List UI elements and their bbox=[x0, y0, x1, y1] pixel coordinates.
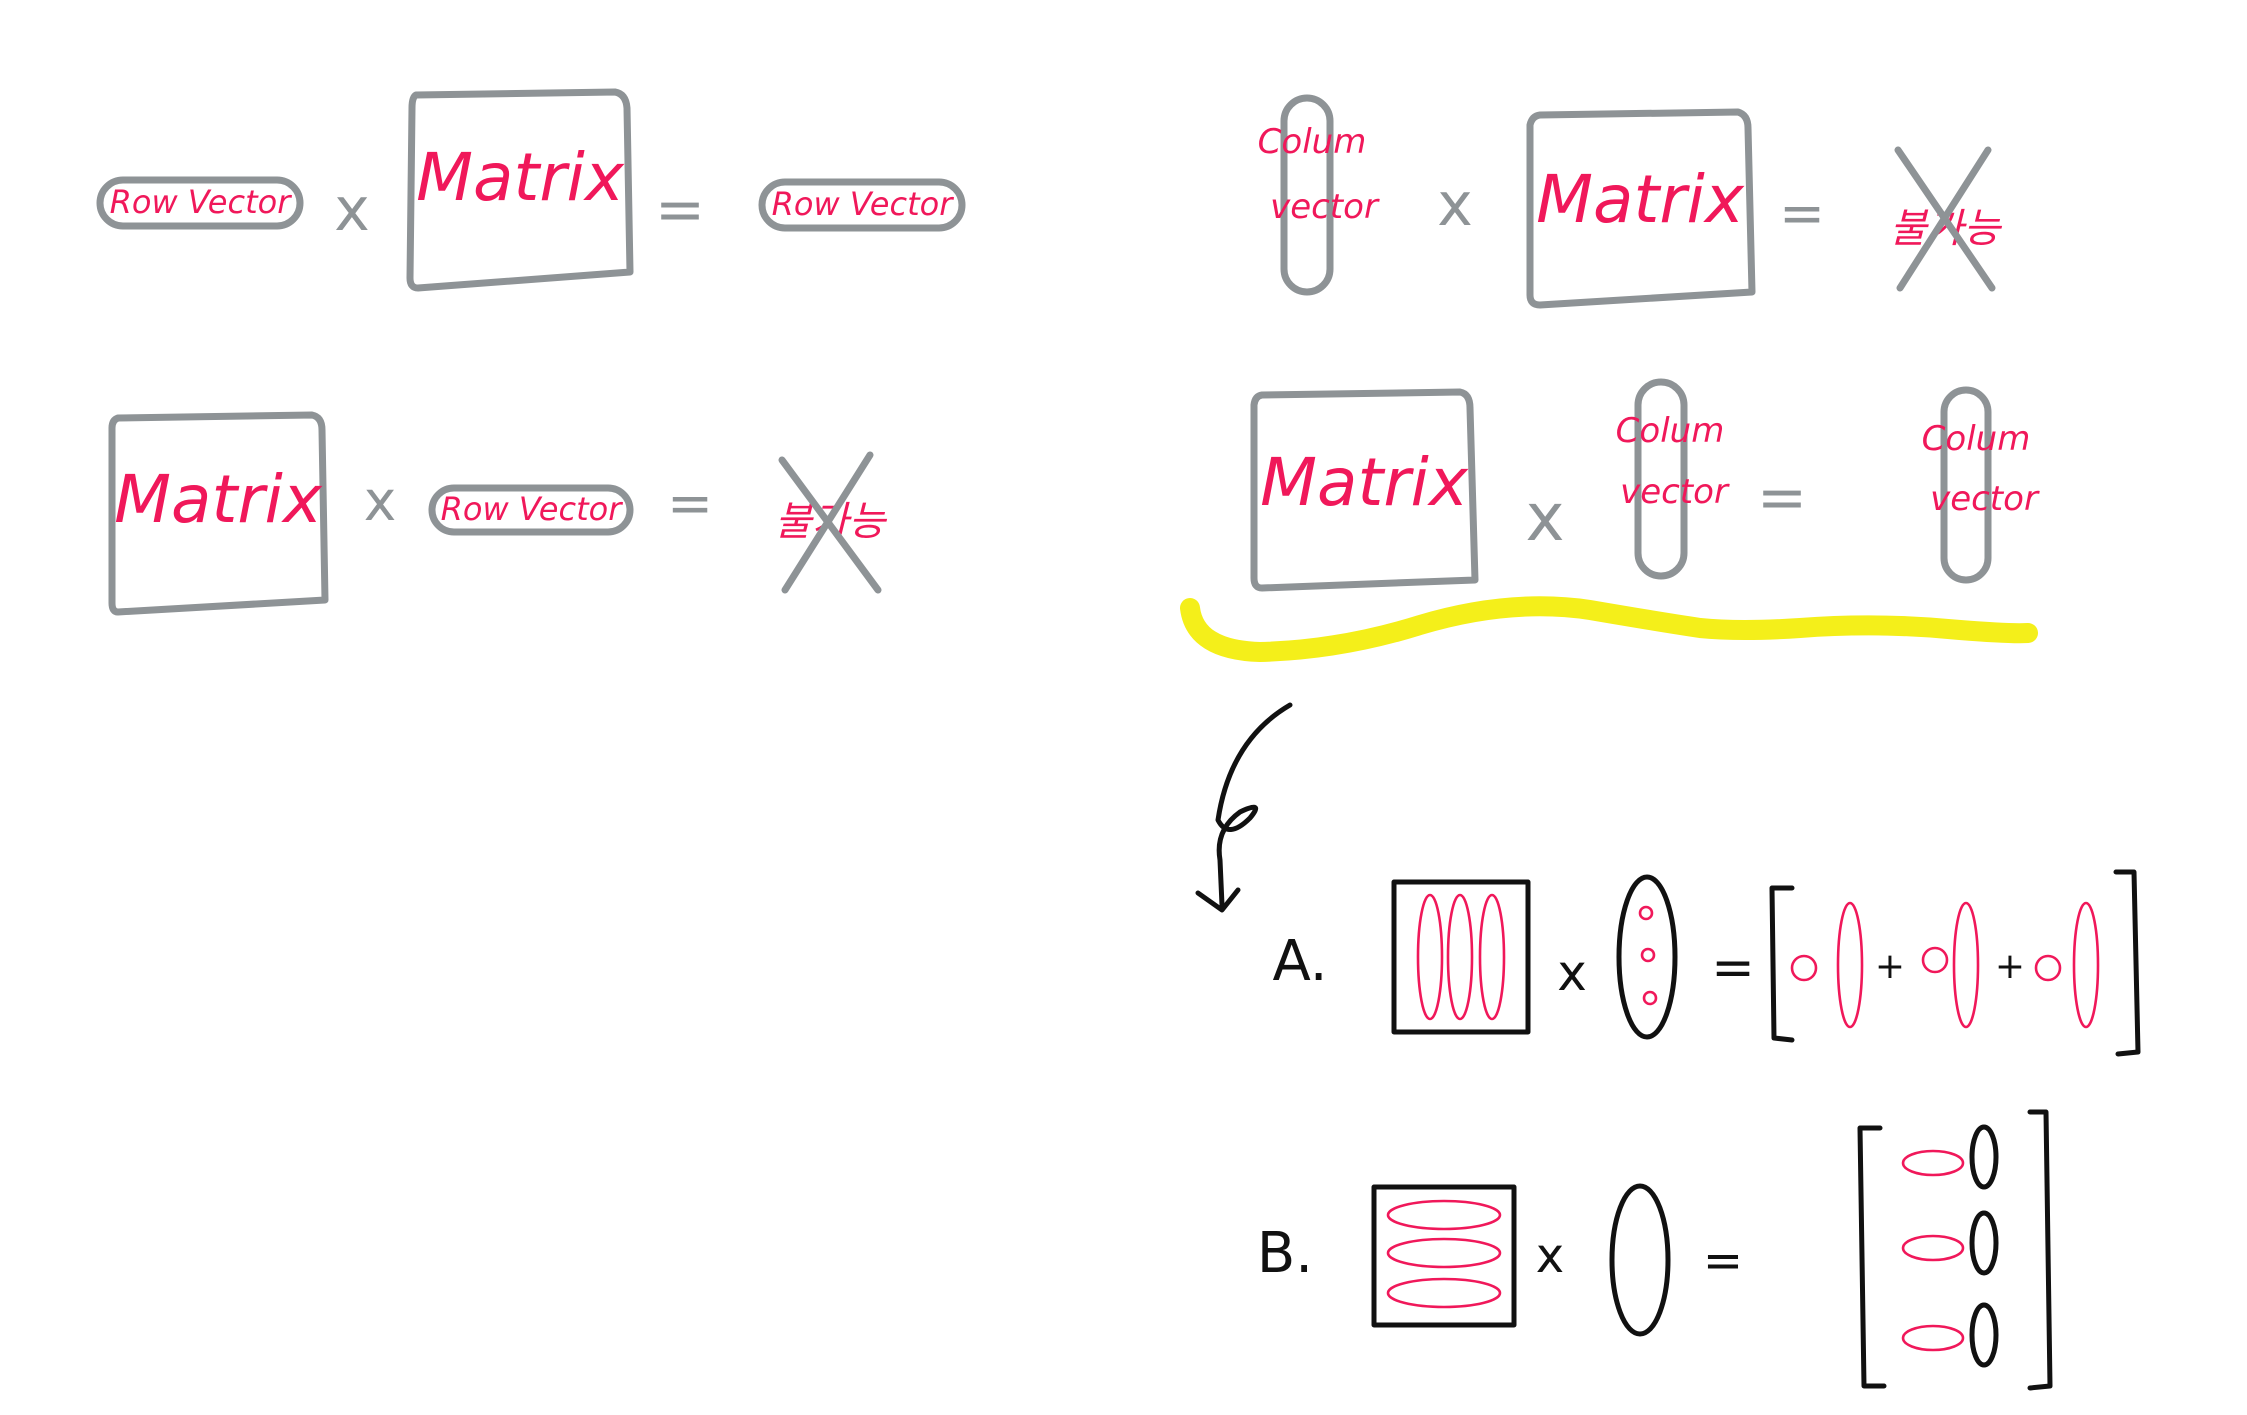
plus-sign: + bbox=[1875, 946, 1905, 987]
column-vector-outline bbox=[1280, 94, 1334, 296]
matrix-row-1 bbox=[1386, 1199, 1502, 1231]
times-sign: x bbox=[364, 469, 397, 533]
equals-sign: = bbox=[655, 175, 705, 245]
row-1 bbox=[1901, 1149, 1965, 1177]
matrix-box bbox=[1250, 388, 1479, 592]
vector-entry-2 bbox=[1640, 947, 1656, 963]
equals-sign: = bbox=[1779, 181, 1825, 245]
matrix-row-3 bbox=[1386, 1277, 1502, 1309]
equation-matrix-times-row-vector: Matrix x Row Vector = 불가능 bbox=[108, 411, 887, 616]
row-3 bbox=[1901, 1324, 1965, 1352]
vector-entry-3 bbox=[1969, 1302, 1999, 1368]
curved-down-arrow-icon bbox=[1195, 702, 1293, 913]
cross-out-icon bbox=[1894, 146, 1996, 292]
row-vector-label: Row Vector bbox=[110, 183, 293, 221]
section-b-label: B. bbox=[1257, 1221, 1313, 1286]
matrix-box bbox=[108, 411, 329, 616]
right-bracket bbox=[2027, 1109, 2053, 1391]
matrix-row-2 bbox=[1386, 1237, 1502, 1269]
vector-label: vector bbox=[1930, 479, 2040, 519]
left-bracket bbox=[1769, 885, 1795, 1043]
equation-matrix-times-column-vector: Matrix x Colum vector = Colum vector bbox=[1180, 378, 2040, 663]
vector-label: vector bbox=[1620, 472, 1730, 512]
matrix-rows-box bbox=[1371, 1184, 1517, 1328]
matrix-label: Matrix bbox=[416, 139, 625, 216]
row-vector-outline bbox=[428, 484, 634, 536]
matrix-column-3 bbox=[1478, 893, 1506, 1021]
times-sign: x bbox=[334, 175, 370, 245]
row-vector-result-label: Row Vector bbox=[772, 185, 955, 223]
section-a: A. x = + + bbox=[1272, 869, 2141, 1057]
column-vector-result-outline bbox=[1940, 386, 1992, 584]
row-vector-result-outline bbox=[758, 178, 966, 232]
equals-sign: = bbox=[667, 471, 713, 535]
vector-entry-2 bbox=[1969, 1210, 1999, 1276]
vector-entry-1 bbox=[1969, 1124, 1999, 1190]
colum-label: Colum bbox=[1922, 419, 2031, 459]
equals-sign: = bbox=[1757, 463, 1807, 533]
scalar-1 bbox=[1790, 954, 1818, 982]
vector-entry-3 bbox=[1642, 990, 1658, 1006]
left-bracket bbox=[1857, 1125, 1887, 1389]
column-vector-outline bbox=[1634, 378, 1688, 580]
colum-label: Colum bbox=[1258, 122, 1367, 162]
matrix-columns-box bbox=[1391, 879, 1531, 1035]
yellow-wavy-underline bbox=[1180, 596, 2038, 663]
column-vector bbox=[1616, 874, 1678, 1040]
row-vector-label: Row Vector bbox=[441, 490, 624, 528]
scalar-3 bbox=[2034, 954, 2062, 982]
matrix-label: Matrix bbox=[114, 461, 323, 538]
times-sign: x bbox=[1525, 479, 1564, 556]
colum-label: Colum bbox=[1616, 411, 1725, 451]
matrix-box bbox=[1526, 108, 1756, 309]
equals-sign: = bbox=[1711, 938, 1755, 998]
times-sign: x bbox=[1536, 1228, 1564, 1284]
times-sign: x bbox=[1557, 944, 1587, 1002]
vector-entry-1 bbox=[1638, 905, 1654, 921]
matrix-column-2 bbox=[1446, 893, 1474, 1021]
section-a-label: A. bbox=[1272, 929, 1327, 994]
matrix-box bbox=[406, 88, 634, 292]
row-vector-outline bbox=[96, 176, 304, 230]
scalar-2 bbox=[1921, 946, 1949, 974]
equation-column-vector-times-matrix: Colum vector x Matrix = 불가능 bbox=[1258, 94, 2002, 309]
column-3 bbox=[2072, 901, 2100, 1029]
matrix-label: Matrix bbox=[1260, 444, 1469, 521]
column-vector bbox=[1609, 1183, 1671, 1337]
vector-label: vector bbox=[1270, 187, 1380, 227]
matrix-label: Matrix bbox=[1536, 161, 1745, 238]
plus-sign: + bbox=[1995, 946, 2025, 987]
section-b: B. x = bbox=[1257, 1109, 2053, 1391]
equation-row-vector-times-matrix: Row Vector x Matrix = Row Vector bbox=[96, 88, 966, 292]
equals-sign: = bbox=[1703, 1233, 1743, 1289]
column-2 bbox=[1952, 901, 1980, 1029]
column-1 bbox=[1836, 901, 1864, 1029]
cross-out-icon bbox=[778, 451, 882, 594]
right-bracket bbox=[2113, 869, 2141, 1057]
row-2 bbox=[1901, 1234, 1965, 1262]
times-sign: x bbox=[1437, 170, 1473, 240]
matrix-column-1 bbox=[1416, 893, 1444, 1021]
